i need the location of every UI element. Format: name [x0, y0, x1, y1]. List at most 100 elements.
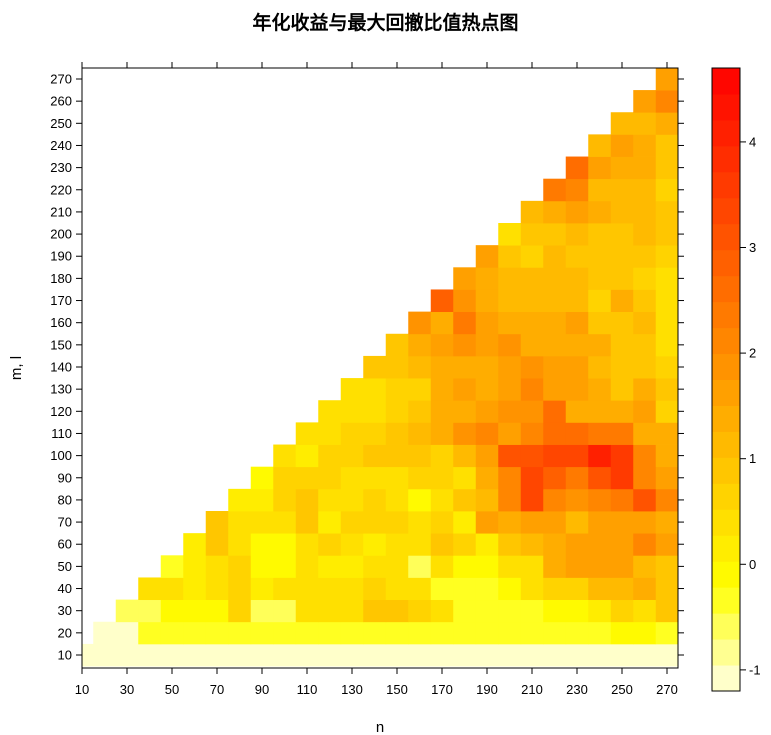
- heatmap-cell: [588, 466, 612, 490]
- heatmap-cell: [295, 577, 319, 601]
- colorbar-segment: [712, 119, 740, 147]
- heatmap-cell: [318, 555, 342, 578]
- heatmap-cell: [543, 400, 567, 423]
- heatmap-cell: [363, 444, 387, 468]
- y-tick-label: 190: [50, 249, 72, 264]
- y-tick-label: 90: [58, 470, 72, 485]
- heatmap-cell: [655, 289, 679, 313]
- heatmap-cell: [610, 156, 634, 180]
- colorbar-segment: [712, 197, 740, 225]
- heatmap-cell: [363, 643, 387, 667]
- heatmap-cell: [250, 533, 274, 556]
- heatmap-cell: [498, 643, 522, 667]
- colorbar-ticks: -1 0 1 2 3 4: [740, 134, 761, 677]
- heatmap-cell: [205, 577, 229, 601]
- heatmap-cell: [408, 422, 432, 445]
- heatmap-cell: [543, 178, 567, 202]
- heatmap-cell: [633, 621, 657, 645]
- heatmap-cell: [633, 134, 657, 157]
- heatmap-cell: [273, 621, 297, 645]
- y-tick-label: 140: [50, 360, 72, 375]
- heatmap-cell: [588, 511, 612, 534]
- x-tick-label: 230: [566, 682, 588, 697]
- y-tick-label: 50: [58, 559, 72, 574]
- y-tick-label: 230: [50, 160, 72, 175]
- x-axis-label: n: [376, 719, 384, 735]
- heatmap-cell: [588, 533, 612, 556]
- heatmap-cell: [588, 577, 612, 601]
- heatmap-cell: [430, 289, 454, 313]
- heatmap-cell: [565, 400, 589, 423]
- heatmap-cell: [453, 444, 477, 468]
- heatmap-cell: [588, 643, 612, 667]
- heatmap-cell: [475, 599, 499, 623]
- heatmap-cell: [453, 643, 477, 667]
- heatmap-cell: [588, 599, 612, 623]
- heatmap-cell: [250, 599, 274, 623]
- heatmap-cell: [610, 245, 634, 268]
- heatmap-cell: [543, 378, 567, 401]
- heatmap-cell: [183, 533, 207, 556]
- heatmap-cell: [543, 555, 567, 578]
- heatmap-cell: [453, 621, 477, 645]
- heatmap-cell: [340, 400, 364, 423]
- colorbar-segment: [712, 405, 740, 432]
- y-tick-label: 60: [58, 537, 72, 552]
- heatmap-cell: [475, 267, 499, 290]
- heatmap-cell: [273, 533, 297, 556]
- heatmap-cell: [363, 466, 387, 490]
- heatmap-cell: [498, 223, 522, 246]
- heatmap-cell: [588, 444, 612, 468]
- heatmap-cell: [340, 488, 364, 512]
- heatmap-cell: [430, 599, 454, 623]
- heatmap-cell: [520, 378, 544, 401]
- heatmap-cell: [565, 466, 589, 490]
- heatmap-cell: [610, 134, 634, 157]
- colorbar-segment: [712, 145, 740, 173]
- heatmap-cell: [633, 378, 657, 401]
- heatmap-cell: [160, 643, 184, 667]
- heatmap-cell: [498, 621, 522, 645]
- heatmap-cell: [318, 643, 342, 667]
- heatmap-cell: [543, 311, 567, 335]
- heatmap-cell: [588, 422, 612, 445]
- heatmap-cell: [408, 621, 432, 645]
- heatmap-cell: [633, 90, 657, 113]
- heatmap-cell: [385, 466, 409, 490]
- heatmap-cell: [205, 643, 229, 667]
- heatmap-cell: [633, 267, 657, 290]
- y-tick-label: 220: [50, 182, 72, 197]
- x-tick-label: 30: [120, 682, 134, 697]
- heatmap-cell: [565, 200, 589, 224]
- heatmap-cell: [498, 245, 522, 268]
- heatmap-cell: [183, 643, 207, 667]
- heatmap-cell: [565, 488, 589, 512]
- y-tick-label: 170: [50, 293, 72, 308]
- colorbar-segment: [712, 249, 740, 277]
- heatmap-cell: [655, 200, 679, 224]
- heatmap-cell: [543, 333, 567, 357]
- heatmap-cell: [543, 200, 567, 224]
- colorbar-segment: [712, 327, 740, 355]
- heatmap-cell: [565, 422, 589, 445]
- heatmap-cell: [655, 90, 679, 113]
- heatmap-cell: [543, 621, 567, 645]
- heatmap-cell: [588, 267, 612, 290]
- colorbar-tick-label: 4: [749, 134, 756, 149]
- heatmap-cell: [565, 621, 589, 645]
- heatmap-cell: [655, 68, 679, 91]
- heatmap-cell: [408, 577, 432, 601]
- heatmap-cell: [520, 400, 544, 423]
- heatmap-cell: [633, 643, 657, 667]
- heatmap-cell: [205, 533, 229, 556]
- heatmap-cell: [453, 533, 477, 556]
- heatmap-cell: [498, 333, 522, 357]
- heatmap-cell: [498, 488, 522, 512]
- heatmap-cell: [475, 511, 499, 534]
- heatmap-cell: [430, 555, 454, 578]
- heatmap-cell: [475, 533, 499, 556]
- heatmap-cell: [520, 643, 544, 667]
- heatmap-cell: [520, 267, 544, 290]
- heatmap-cell: [498, 267, 522, 290]
- heatmap-cell: [655, 621, 679, 645]
